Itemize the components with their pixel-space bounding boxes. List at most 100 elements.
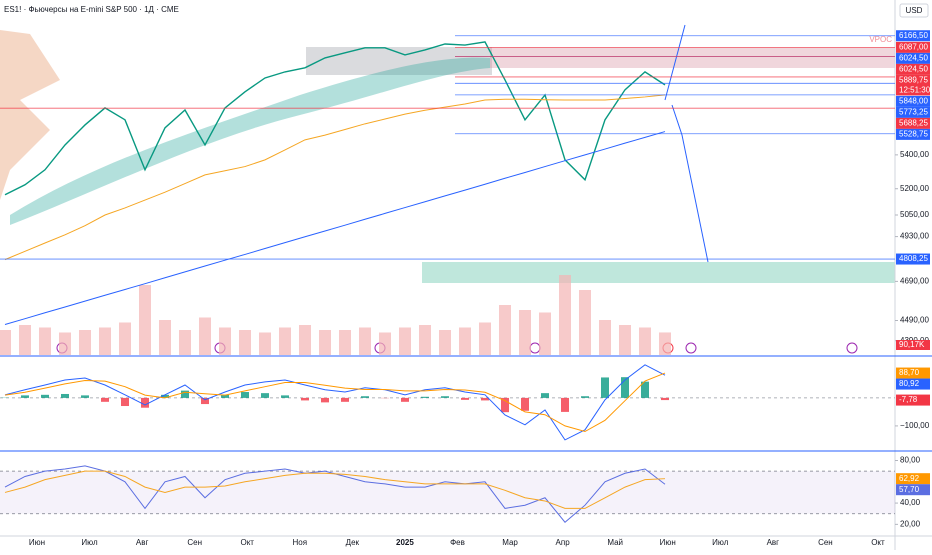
countdown: 12:51:30 (899, 85, 931, 94)
x-tick-label: Июн (29, 538, 45, 547)
x-tick-label: Авг (767, 538, 780, 547)
x-tick-label: Окт (240, 538, 254, 547)
volume-bar (479, 323, 491, 356)
volume-bar (59, 333, 71, 356)
histogram-bar (361, 396, 369, 398)
price-tag-label: 62,92 (899, 474, 920, 483)
x-tick-label: Июл (81, 538, 98, 547)
price-tag-label: 6166,50 (899, 31, 928, 40)
price-tag-label: 6024,50 (899, 64, 928, 73)
x-tick-label: Дек (346, 538, 360, 547)
volume-bar (439, 330, 451, 355)
volume-bar (399, 328, 411, 356)
volume-bar (419, 325, 431, 355)
volume-bar (19, 325, 31, 355)
volume-tag-label: 90,17K (899, 340, 925, 349)
zone (422, 262, 895, 283)
histogram-bar (281, 395, 289, 398)
x-tick-label: Окт (871, 538, 885, 547)
volume-bar (119, 323, 131, 356)
x-tick-label: Сен (818, 538, 833, 547)
volume-bar (259, 333, 271, 356)
volume-bar (599, 320, 611, 355)
y-tick-label: 5400,00 (900, 150, 929, 159)
histogram-bar (521, 398, 529, 411)
volume-bar (319, 330, 331, 355)
price-tag-label: 5848,00 (899, 96, 928, 105)
y-tick-label: 20,00 (900, 519, 921, 528)
volume-bar (459, 328, 471, 356)
histogram-bar (61, 394, 69, 398)
volume-bar (579, 290, 591, 355)
x-tick-label: Май (607, 538, 623, 547)
volume-bar (559, 275, 571, 355)
price-tag-label: 5889,75 (899, 75, 928, 84)
x-tick-label: Мар (502, 538, 518, 547)
volume-bar (79, 330, 91, 355)
x-tick-label: Сен (187, 538, 202, 547)
histogram-bar (301, 398, 309, 401)
x-tick-label: Апр (556, 538, 571, 547)
volume-bar (299, 325, 311, 355)
histogram-bar (601, 377, 609, 397)
y-tick-label: 4690,00 (900, 276, 929, 285)
histogram-bar (321, 398, 329, 402)
price-tag-label: 4808,25 (899, 254, 928, 263)
y-tick-label: 5050,00 (900, 210, 929, 219)
volume-bar (279, 328, 291, 356)
histogram-bar (561, 398, 569, 412)
histogram-bar (41, 395, 49, 398)
volume-bar (39, 328, 51, 356)
zone (490, 47, 895, 68)
price-tag-label: 57,70 (899, 485, 920, 494)
volume-bar (619, 325, 631, 355)
histogram-bar (541, 393, 549, 398)
histogram-bar (401, 398, 409, 402)
volume-bar (519, 310, 531, 355)
volume-bar (219, 328, 231, 356)
histogram-bar (241, 392, 249, 398)
volume-bar (99, 328, 111, 356)
volume-bar (499, 305, 511, 355)
histogram-bar (141, 398, 149, 408)
volume-bar (659, 332, 671, 355)
y-tick-label: 5200,00 (900, 184, 929, 193)
price-tag-label: 5688,25 (899, 118, 928, 127)
volume-bar (239, 330, 251, 355)
x-tick-label: 2025 (396, 538, 414, 547)
y-tick-label: 40,00 (900, 498, 921, 507)
volume-bar (159, 320, 171, 355)
histogram-bar (581, 396, 589, 398)
price-tag-label: 6087,00 (899, 42, 928, 51)
x-tick-label: Фев (450, 538, 465, 547)
volume-bar (539, 313, 551, 356)
volume-bar (179, 330, 191, 355)
histogram-bar (261, 393, 269, 398)
volume-bar (339, 330, 351, 355)
histogram-bar (341, 398, 349, 402)
volume-bar (359, 328, 371, 356)
histogram-bar (421, 397, 429, 398)
x-tick-label: Авг (136, 538, 149, 547)
annotation: VPOC (869, 35, 892, 44)
volume-bar (139, 285, 151, 355)
rsi-band (0, 471, 895, 514)
volume-bar (0, 330, 11, 355)
price-tag-label: 6024,50 (899, 53, 928, 62)
y-tick-label: 4930,00 (900, 232, 929, 241)
volume-bar (199, 318, 211, 356)
price-tag-label: -7,78 (899, 395, 918, 404)
histogram-bar (661, 398, 669, 400)
histogram-bar (461, 398, 469, 400)
price-tag-label: 88,70 (899, 368, 920, 377)
y-tick-label: 4490,00 (900, 316, 929, 325)
histogram-bar (21, 395, 29, 398)
y-tick-label: 80,00 (900, 456, 921, 465)
histogram-bar (441, 396, 449, 398)
histogram-bar (181, 391, 189, 398)
x-tick-label: Июл (712, 538, 729, 547)
histogram-bar (101, 398, 109, 402)
x-tick-label: Ноя (293, 538, 308, 547)
price-tag-label: 5773,25 (899, 107, 928, 116)
